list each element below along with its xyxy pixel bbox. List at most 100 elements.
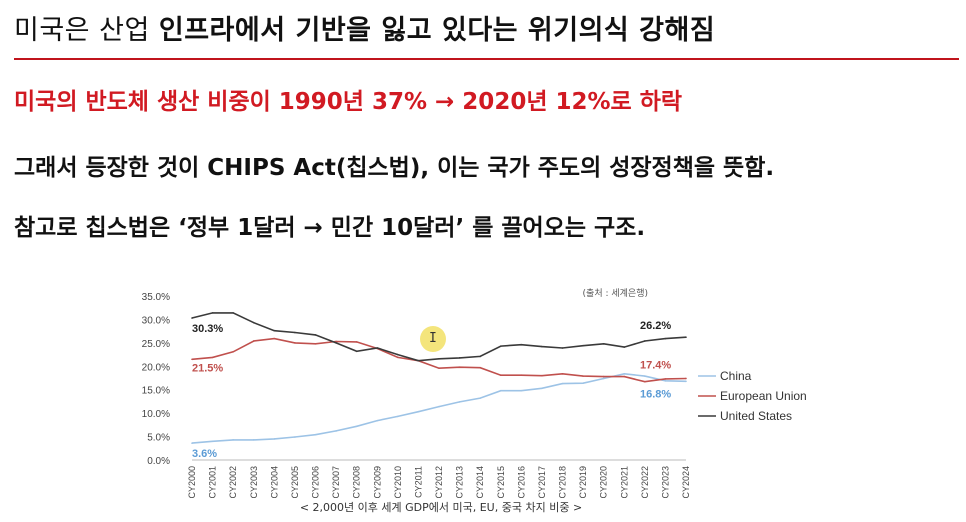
data-point-2 <box>294 331 296 334</box>
x-tick-label: CY2023 <box>660 466 670 499</box>
y-tick-label: 15.0% <box>142 386 170 397</box>
chart-svg: 0.0% 5.0% 10.0% 15.0% 20.0% 25.0% 30.0% 35.0% CY… <box>142 287 807 514</box>
x-tick-label: CY2020 <box>599 466 609 499</box>
data-point-1 <box>232 350 234 353</box>
data-point-2 <box>252 321 255 324</box>
data-point-0 <box>582 382 584 384</box>
x-tick-label: CY2008 <box>352 466 362 499</box>
source-note: (출처 : 세계은행) <box>583 287 648 299</box>
start-data-label: 3.6% <box>192 448 217 460</box>
data-point-1 <box>335 340 337 343</box>
y-tick-label: 25.0% <box>142 339 170 350</box>
chips-structure-text: 참고로 칩스법은 ‘정부 1달러 → 민간 10달러’ 를 끌어오는 구조. <box>14 215 646 241</box>
chart-caption: < 2,000년 이후 세계 GDP에서 미국, EU, 중국 차지 비중 > <box>300 501 582 514</box>
y-tick-label: 30.0% <box>142 315 170 326</box>
data-point-1 <box>602 375 605 378</box>
data-point-1 <box>458 366 461 369</box>
data-point-0 <box>520 389 523 392</box>
data-point-0 <box>541 387 543 390</box>
data-point-2 <box>273 329 276 332</box>
gdp-share-chart: 0.0% 5.0% 10.0% 15.0% 20.0% 25.0% 30.0% 35.0% CY… <box>96 268 856 518</box>
data-point-2 <box>479 355 481 358</box>
x-tick-label: CY2003 <box>249 466 259 499</box>
data-point-0 <box>335 430 337 432</box>
data-point-0 <box>438 405 440 408</box>
data-point-1 <box>664 378 667 380</box>
x-tick-label: CY2016 <box>516 466 526 499</box>
data-point-1 <box>211 356 214 359</box>
data-point-0 <box>499 389 502 392</box>
data-point-2 <box>561 347 564 349</box>
x-tick-label: CY2011 <box>413 466 423 498</box>
data-point-2 <box>191 317 193 319</box>
data-point-2 <box>664 337 667 340</box>
data-point-1 <box>397 356 399 359</box>
page-title: 미국은 산업 인프라에서 기반을 잃고 있다는 위기의식 강해짐 <box>14 8 715 47</box>
data-point-1 <box>541 374 543 377</box>
data-point-1 <box>685 377 687 380</box>
data-point-0 <box>685 380 687 383</box>
y-tick-label: 20.0% <box>142 362 170 373</box>
x-tick-label: CY2000 <box>187 466 197 499</box>
data-point-0 <box>273 438 276 440</box>
x-tick-label: CY2002 <box>228 466 238 499</box>
data-point-1 <box>273 337 276 340</box>
text-cursor-icon: I <box>429 331 437 346</box>
data-point-0 <box>397 415 399 418</box>
start-data-label: 21.5% <box>192 362 223 374</box>
data-point-1 <box>582 375 584 377</box>
x-tick-label: CY2006 <box>311 466 321 499</box>
x-tick-label: CY2021 <box>619 466 629 499</box>
x-tick-label: CY2015 <box>496 466 506 499</box>
data-point-1 <box>644 380 646 383</box>
data-point-0 <box>252 439 255 441</box>
x-tick-label: CY2014 <box>475 466 485 499</box>
data-point-0 <box>211 440 214 443</box>
data-point-1 <box>252 340 255 342</box>
data-point-2 <box>520 343 523 346</box>
data-point-0 <box>376 419 379 422</box>
data-point-2 <box>685 336 687 339</box>
data-point-2 <box>644 340 646 342</box>
x-tick-label: CY2019 <box>578 466 588 499</box>
data-point-1 <box>314 342 317 345</box>
data-point-0 <box>644 375 646 377</box>
data-point-2 <box>376 347 379 349</box>
title-plain: 미국은 산업 <box>14 15 159 46</box>
data-point-2 <box>314 334 317 336</box>
x-tick-label: CY2024 <box>681 466 691 499</box>
data-point-2 <box>335 342 337 344</box>
data-point-2 <box>232 312 234 314</box>
data-point-2 <box>499 345 502 347</box>
x-tick-label: CY2010 <box>393 466 403 499</box>
data-point-2 <box>623 346 626 348</box>
title-bold: 인프라에서 기반을 잃고 있다는 위기의식 강해짐 <box>158 15 716 46</box>
data-point-2 <box>417 359 420 362</box>
data-point-0 <box>294 436 296 438</box>
y-tick-label: 5.0% <box>147 433 170 444</box>
data-point-1 <box>479 366 481 369</box>
end-data-label: 16.8% <box>640 388 671 400</box>
x-tick-label: CY2004 <box>269 466 279 499</box>
data-point-0 <box>602 377 605 380</box>
data-point-0 <box>232 439 234 441</box>
data-point-0 <box>623 372 626 375</box>
legend-label: United States <box>720 409 792 423</box>
data-point-0 <box>355 425 358 428</box>
data-point-0 <box>458 401 461 403</box>
data-point-1 <box>561 372 564 375</box>
legend-label: China <box>720 369 752 383</box>
legend-label: European Union <box>720 389 807 403</box>
data-point-2 <box>458 357 461 359</box>
data-point-0 <box>664 380 667 382</box>
end-data-label: 26.2% <box>640 320 671 332</box>
x-tick-label: CY2022 <box>640 466 650 499</box>
x-tick-label: CY2012 <box>434 466 444 499</box>
data-point-2 <box>397 353 399 356</box>
semiconductor-share-text: 미국의 반도체 생산 비중이 1990년 37% → 2020년 12%로 하락 <box>14 89 683 115</box>
data-point-2 <box>602 342 605 345</box>
x-tick-label: CY2009 <box>372 466 382 499</box>
data-point-1 <box>438 367 440 369</box>
x-tick-label: CY2018 <box>558 466 568 499</box>
title-divider <box>14 58 959 60</box>
